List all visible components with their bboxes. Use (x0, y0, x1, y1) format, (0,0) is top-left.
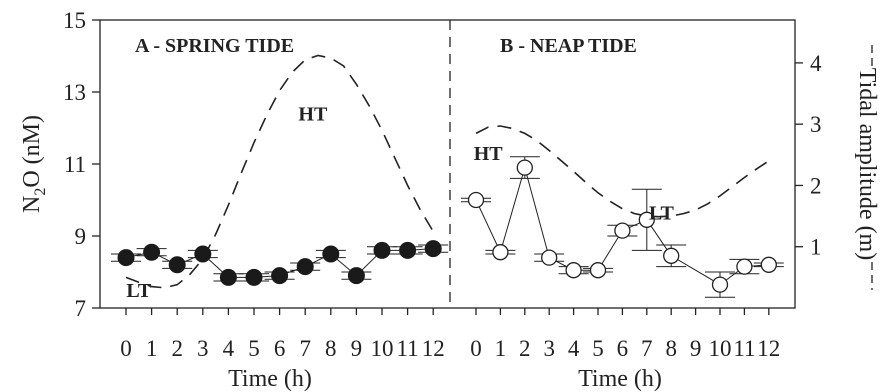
data-point-b (492, 244, 509, 261)
x-tick-label-a: 5 (248, 336, 260, 361)
panel-title-a: A - SPRING TIDE (135, 35, 294, 57)
x-tick-label-b: 6 (617, 336, 629, 361)
data-point-b (638, 211, 655, 228)
x-tick-label-b: 12 (757, 336, 780, 361)
y-left-tick-label: 15 (63, 8, 86, 33)
x-tick-label-a: 4 (223, 336, 235, 361)
data-point-b (589, 262, 607, 279)
tide-curve-b (475, 125, 770, 218)
x-tick-label-b: 1 (495, 336, 507, 361)
data-point-b (663, 247, 680, 264)
y-right-tick-label: 2 (810, 173, 822, 198)
y-left-title-rest: O (nM) (19, 115, 45, 188)
data-point-a (117, 249, 135, 267)
x-tick-label-a: 10 (371, 336, 394, 361)
x-tick-label-a: 7 (299, 336, 311, 361)
tide-label-ht-b: HT (474, 143, 504, 165)
y-right-tick-label: 3 (810, 112, 822, 137)
tide-curve-a (125, 54, 434, 289)
data-point-a (194, 245, 212, 263)
data-point-a (271, 267, 289, 285)
x-tick-label-b: 11 (733, 336, 755, 361)
x-tick-label-a: 8 (325, 336, 337, 361)
y-left-axis-title: N2O (nM) (19, 115, 49, 213)
x-tick-label-a: 0 (120, 336, 132, 361)
x-tick-label-b: 7 (641, 336, 653, 361)
data-point-a (245, 268, 263, 286)
x-tick-label-b: 2 (519, 336, 531, 361)
data-point-a (296, 258, 314, 276)
y-right-tick-label: 4 (810, 51, 822, 76)
data-point-a (347, 267, 365, 285)
x-tick-label-a: 9 (351, 336, 363, 361)
data-point-a (399, 241, 417, 259)
panel-title-b: B - NEAP TIDE (500, 35, 637, 57)
x-axis-title-b: Time (h) (578, 366, 662, 392)
x-tick-label-a: 2 (171, 336, 183, 361)
y-left-tick-label: 7 (75, 296, 87, 321)
x-tick-label-b: 4 (568, 336, 580, 361)
data-point-a (168, 256, 186, 274)
data-point-a (322, 245, 340, 263)
x-tick-label-a: 3 (197, 336, 209, 361)
data-point-b (516, 159, 533, 176)
x-tick-label-b: 9 (690, 336, 702, 361)
data-point-a (373, 241, 391, 259)
data-point-b (614, 222, 631, 239)
data-point-b (736, 258, 753, 275)
y-left-title-sub: 2 (32, 188, 49, 196)
plot-frame (99, 19, 796, 309)
data-point-a (219, 268, 237, 286)
x-tick-label-a: 11 (397, 336, 419, 361)
x-tick-label-b: 10 (709, 336, 732, 361)
x-tick-label-b: 8 (665, 336, 677, 361)
data-point-b (711, 276, 729, 293)
x-axis-title-a: Time (h) (228, 366, 312, 392)
y-left-title-main: N (19, 196, 45, 213)
x-tick-label-a: 12 (422, 336, 445, 361)
x-tick-label-b: 3 (543, 336, 555, 361)
x-tick-label-b: 5 (592, 336, 604, 361)
tide-label-lt-a: LT (126, 280, 152, 302)
data-point-b (760, 256, 777, 273)
x-tick-label-a: 6 (274, 336, 286, 361)
data-point-a (143, 243, 161, 261)
y-left-tick-label: 11 (64, 152, 86, 177)
x-tick-label-b: 0 (470, 336, 482, 361)
y-left-tick-label: 9 (75, 224, 87, 249)
data-point-a (424, 240, 442, 258)
data-point-b (541, 249, 558, 266)
y-left-tick-label: 13 (63, 80, 86, 105)
tide-label-ht-a: HT (298, 104, 328, 126)
y-right-tick-label: 1 (810, 235, 822, 260)
x-tick-label-a: 1 (146, 336, 158, 361)
data-point-b (467, 191, 485, 209)
y-right-axis-title: Tidal amplitude (m) (854, 68, 880, 260)
data-point-b (565, 262, 582, 279)
tide-label-lt-b: LT (649, 203, 675, 225)
